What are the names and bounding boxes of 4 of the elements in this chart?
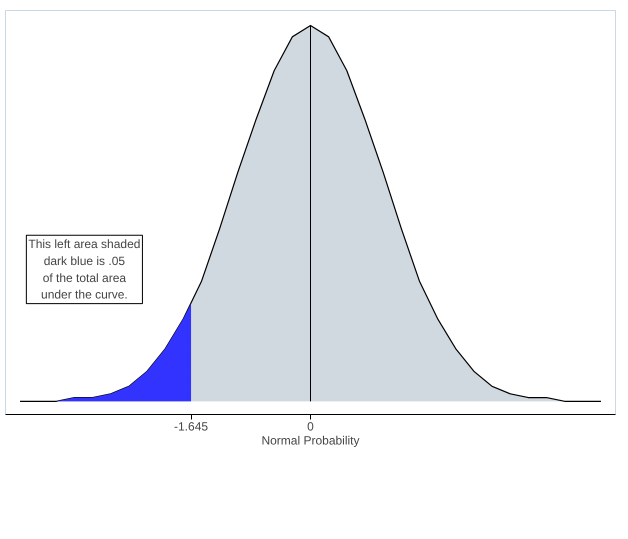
x-tick-label: 0 xyxy=(307,420,314,434)
x-tick-label: -1.645 xyxy=(174,420,208,434)
annotation: This left area shaded dark blue is .05 of the total area under the curve. xyxy=(28,237,140,302)
x-axis-title: Normal Probability xyxy=(261,434,360,448)
